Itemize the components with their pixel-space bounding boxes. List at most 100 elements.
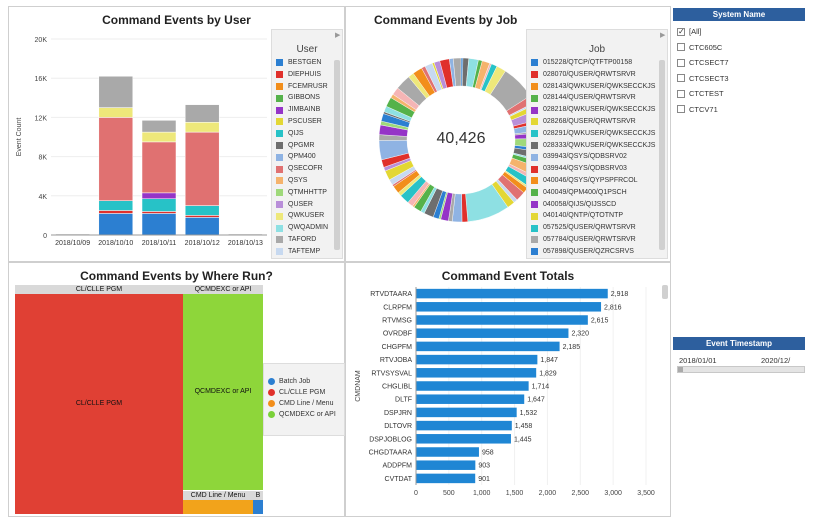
bar-segment[interactable] [98,117,134,201]
job-legend-item[interactable]: 028143/QWKUSER/QWKSECCKJS [527,81,667,93]
treemap-tile-cl[interactable] [15,294,183,514]
job-legend-item[interactable]: 040049/QPM400/Q1PSCH [527,187,667,199]
bar-segment[interactable] [141,141,177,194]
legend-dot [268,378,275,385]
job-legend-scrollbar[interactable] [659,60,665,250]
job-legend-item[interactable]: 057784/QUSER/QRWTSRVR [527,234,667,246]
user-legend-item[interactable]: TAFTEMP [272,246,342,258]
totals-bar[interactable] [416,354,538,365]
job-legend-item[interactable]: 040058/QIJS/QIJSSCD [527,199,667,211]
bar-segment[interactable] [184,217,220,236]
job-legend-item[interactable]: 028144/QUSER/QRWTSRVR [527,92,667,104]
user-legend-item[interactable]: TAFTEST [272,258,342,259]
bar-segment[interactable] [141,213,177,236]
collapse-arrow-icon[interactable]: ▶ [660,32,666,39]
user-legend-item[interactable]: FCEMRUSR [272,81,342,93]
system-filter-item[interactable]: CTCTEST [677,89,724,98]
totals-bar[interactable] [416,473,476,484]
totals-bar[interactable] [416,394,525,404]
bar-segment[interactable] [141,120,177,133]
totals-bar[interactable] [416,368,537,378]
treemap-tile-qcmdexc[interactable] [183,294,263,490]
bar-segment[interactable] [184,122,220,133]
job-legend-item[interactable]: 039943/QSYS/QDBSRV02 [527,151,667,163]
donut-slice[interactable] [452,57,462,87]
checkbox[interactable] [677,43,685,51]
user-legend-item[interactable]: PSCUSER [272,116,342,128]
user-legend-item[interactable]: QSECOFR [272,163,342,175]
totals-bar[interactable] [416,420,512,431]
system-filter-item[interactable]: CTCSECT7 [677,58,729,67]
bar-segment[interactable] [141,198,177,212]
bar-segment[interactable] [184,104,220,123]
user-legend-item[interactable]: JIMBAINB [272,104,342,116]
treemap-tile-cmdline[interactable] [183,500,253,514]
system-filter-item[interactable]: ✓ [All] [677,27,702,36]
checkbox[interactable] [677,105,685,113]
totals-bar[interactable] [416,407,517,418]
bar-segment[interactable] [98,75,134,108]
user-legend-item[interactable]: QPM400 [272,151,342,163]
totals-bar[interactable] [416,434,511,444]
checkbox[interactable] [677,58,685,67]
timestamp-slider[interactable] [677,366,805,373]
bar-segment[interactable] [184,215,220,218]
job-legend-item[interactable]: 028291/QWKUSER/QWKSECCKJS [527,128,667,140]
job-legend-item[interactable]: 028333/QWKUSER/QWKSECCKJS [527,140,667,152]
bar-segment[interactable] [98,210,134,214]
where-legend-item[interactable]: QCMDEXC or API [264,409,344,420]
job-legend-item[interactable]: 028218/QWKUSER/QWKSECCKJS [527,104,667,116]
timestamp-slider-handle[interactable] [678,367,683,372]
user-legend-item[interactable]: QUSER [272,199,342,211]
user-legend-item[interactable]: QIJS [272,128,342,140]
user-legend-item[interactable]: QPGMR [272,140,342,152]
totals-bar[interactable] [416,447,479,457]
where-legend-item[interactable]: CL/CLLE PGM [264,387,344,398]
bar-segment[interactable] [141,211,177,214]
job-legend-item[interactable]: 040046/QSYS/QYPSPFRCOL [527,175,667,187]
bar-segment[interactable] [141,131,177,143]
job-legend-item[interactable]: 057525/QUSER/QRWTSRVR [527,222,667,234]
bar-segment[interactable] [141,192,177,199]
system-filter-item[interactable]: CTCSECT3 [677,74,729,83]
totals-bar[interactable] [416,460,476,470]
where-legend-item[interactable]: Batch Job [264,376,344,387]
job-legend-item[interactable]: 028268/QUSER/QRWTSRVR [527,116,667,128]
user-legend-item[interactable]: TAFORD [272,234,342,246]
user-legend-item[interactable]: QTMHHTTP [272,187,342,199]
user-legend-item[interactable]: DIEPHUIS [272,69,342,81]
system-filter-item[interactable]: CTCV71 [677,105,718,114]
job-legend-item[interactable]: 015228/QTCP/QTFTP00158 [527,57,667,69]
treemap-tile-batch[interactable] [253,500,263,514]
totals-bar[interactable] [416,302,602,312]
bar-segment[interactable] [98,107,134,118]
bar-segment[interactable] [98,213,134,236]
totals-scrollbar[interactable] [662,285,668,299]
checkbox[interactable] [677,89,685,98]
job-legend-item[interactable]: 057898/QUSER/QZRCSRVS [527,246,667,258]
checkbox[interactable]: ✓ [677,26,685,36]
totals-bar[interactable] [416,288,608,299]
totals-bar[interactable] [416,381,529,391]
where-legend-item[interactable]: CMD Line / Menu [264,398,344,409]
job-legend-item[interactable]: 040140/QNTP/QTOTNTP [527,210,667,222]
job-legend-item[interactable]: 039944/QSYS/QDBSRV03 [527,163,667,175]
user-legend-item[interactable]: BESTGEN [272,57,342,69]
collapse-arrow-icon[interactable]: ▶ [335,32,341,39]
totals-bar[interactable] [416,328,569,338]
bar-segment[interactable] [184,131,220,206]
system-filter-item[interactable]: CTC605C [677,43,722,52]
bar-segment[interactable] [184,205,220,216]
job-legend-item[interactable]: 057912/TAFORD/QPADEV000A [527,258,667,259]
checkbox[interactable] [677,74,685,82]
user-legend-scrollbar[interactable] [334,60,340,250]
user-legend-item[interactable]: GIBBONS [272,92,342,104]
totals-bar[interactable] [416,341,560,352]
user-legend-item[interactable]: QWQADMIN [272,222,342,234]
y-tick-label: 8K [38,155,47,162]
bar-segment[interactable] [98,200,134,211]
totals-bar[interactable] [416,315,588,325]
job-legend-item[interactable]: 028070/QUSER/QRWTSRVR [527,69,667,81]
user-legend-item[interactable]: QWKUSER [272,210,342,222]
user-legend-item[interactable]: QSYS [272,175,342,187]
